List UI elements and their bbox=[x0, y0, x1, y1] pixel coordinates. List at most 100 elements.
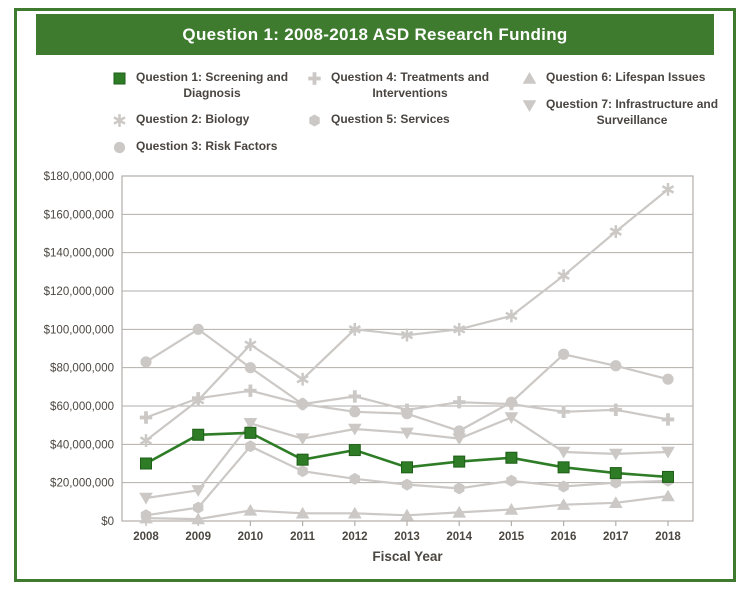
y-axis-tick-label: $60,000,000 bbox=[50, 401, 114, 413]
q4-plus-marker bbox=[139, 411, 153, 424]
x-axis-tick-label: 2015 bbox=[499, 531, 525, 543]
y-axis-tick-label: $140,000,000 bbox=[44, 248, 114, 260]
q4-plus-marker bbox=[505, 397, 518, 411]
series-q2 bbox=[139, 183, 675, 447]
x-axis-tick-label: 2018 bbox=[655, 531, 681, 543]
q4-plus-marker bbox=[296, 397, 309, 411]
q6-triangle-up-marker bbox=[556, 498, 571, 510]
q2-asterisk-marker bbox=[296, 372, 309, 386]
q5-hexagon-marker bbox=[193, 501, 204, 514]
q2-asterisk-marker bbox=[557, 269, 570, 283]
q5-hexagon-marker bbox=[610, 476, 621, 489]
q2-asterisk-marker bbox=[400, 328, 414, 342]
legend-label-q3: Question 3: Risk Factors bbox=[136, 139, 278, 154]
square-glyph bbox=[113, 72, 126, 85]
q7-triangle-down-marker bbox=[661, 446, 675, 459]
series-q4 bbox=[139, 384, 675, 426]
q1-square-marker bbox=[140, 457, 152, 470]
chart-area: $0 $20,000,000 $40,000,000 $60,000,000 $80,0… bbox=[0, 163, 750, 583]
x-axis-tick-label: 2010 bbox=[238, 531, 264, 543]
legend-item-q4: Question 4: Treatments and Interventions bbox=[307, 70, 489, 101]
q4-plus-marker bbox=[244, 384, 257, 397]
q3-circle-marker bbox=[558, 348, 570, 360]
x-axis-title: Fiscal Year bbox=[372, 549, 443, 564]
grid-lines: $0 $20,000,000 $40,000,000 $60,000,000 $80,0… bbox=[44, 171, 693, 528]
q4-plus-marker bbox=[191, 392, 205, 405]
hexagon-icon bbox=[309, 114, 320, 127]
legend-label-q4: Question 4: Treatments and Interventions bbox=[331, 70, 490, 100]
q2-asterisk-marker bbox=[139, 434, 153, 447]
q7-triangle-down-marker bbox=[400, 427, 414, 440]
q6-triangle-up-marker bbox=[609, 496, 623, 508]
q3-circle-marker bbox=[662, 373, 674, 385]
hexagon-glyph bbox=[309, 114, 320, 127]
q5-hexagon-marker bbox=[454, 482, 465, 495]
circle-glyph bbox=[113, 142, 126, 154]
q3-circle-marker bbox=[140, 356, 152, 368]
q5-hexagon-marker bbox=[401, 478, 413, 491]
y-axis-tick-label: $160,000,000 bbox=[44, 209, 114, 221]
series-q2-line bbox=[145, 188, 669, 442]
legend-label-q1: Question 1: Screening and Diagnosis bbox=[136, 70, 289, 100]
q5-hexagon-marker bbox=[245, 440, 256, 453]
legend-label-q2: Question 2: Biology bbox=[136, 112, 250, 127]
legend-item-q5: Question 5: Services bbox=[307, 112, 489, 128]
y-axis-tick-label: $40,000,000 bbox=[50, 439, 114, 451]
triangle-down-glyph bbox=[522, 100, 537, 112]
q7-triangle-down-marker bbox=[191, 485, 205, 497]
q4-plus-marker bbox=[557, 405, 570, 418]
y-axis-tick-label: $80,000,000 bbox=[50, 363, 114, 375]
q7-triangle-down-marker bbox=[452, 433, 466, 446]
circle-icon bbox=[113, 142, 126, 154]
x-axis: 2008 2009 2010 2011 2012 2013 2014 2015 2016 2017… bbox=[133, 521, 681, 564]
q3-circle-marker bbox=[610, 360, 622, 372]
q5-hexagon-marker bbox=[558, 480, 569, 493]
q6-triangle-up-marker bbox=[243, 503, 258, 516]
x-axis-tick-label: 2012 bbox=[342, 531, 368, 543]
square-icon bbox=[113, 72, 126, 85]
legend-item-q2: Question 2: Biology bbox=[112, 112, 288, 128]
y-axis-tick-label: $20,000,000 bbox=[50, 478, 114, 490]
q7-triangle-down-marker bbox=[504, 412, 519, 424]
q6-triangle-up-marker bbox=[661, 489, 675, 502]
q7-triangle-down-marker bbox=[556, 446, 571, 459]
x-axis-tick-label: 2014 bbox=[446, 531, 472, 543]
y-axis-tick-label: $0 bbox=[101, 516, 114, 528]
q5-hexagon-marker bbox=[506, 474, 517, 487]
q2-asterisk-marker bbox=[661, 183, 675, 196]
legend-item-q6: Question 6: Lifespan Issues bbox=[522, 70, 718, 86]
chart-legend: Question 1: Screening and Diagnosis Quest… bbox=[0, 70, 750, 165]
plus-glyph bbox=[308, 72, 321, 85]
legend-label-q6: Question 6: Lifespan Issues bbox=[546, 70, 706, 84]
q1-square-marker bbox=[453, 455, 466, 468]
q1-square-marker bbox=[662, 470, 674, 483]
q6-triangle-up-marker bbox=[504, 503, 519, 515]
q1-square-marker bbox=[348, 444, 361, 457]
legend-item-q1: Question 1: Screening and Diagnosis bbox=[112, 70, 288, 101]
q4-plus-marker bbox=[609, 403, 622, 417]
series-q6 bbox=[139, 489, 675, 525]
q1-square-marker bbox=[401, 461, 413, 474]
q5-hexagon-marker bbox=[349, 472, 360, 485]
q4-plus-marker bbox=[400, 403, 414, 417]
q6-triangle-up-marker bbox=[348, 506, 362, 519]
x-axis-tick-label: 2009 bbox=[185, 531, 211, 543]
legend-item-q7: Question 7: Infrastructure and Surveilla… bbox=[522, 97, 718, 128]
q1-square-marker bbox=[557, 461, 570, 474]
asterisk-icon bbox=[113, 114, 126, 128]
q6-triangle-up-marker bbox=[191, 512, 205, 525]
triangle-up-glyph bbox=[522, 72, 537, 84]
legend-label-q7: Question 7: Infrastructure and Surveilla… bbox=[546, 97, 719, 127]
q7-triangle-down-marker bbox=[139, 492, 153, 505]
q6-triangle-up-marker bbox=[400, 508, 414, 521]
q1-square-marker bbox=[505, 451, 518, 464]
q1-square-marker bbox=[244, 426, 257, 439]
q6-triangle-up-marker bbox=[139, 511, 153, 524]
triangle-up-icon bbox=[522, 72, 537, 84]
header-bar: Question 1: 2008-2018 ASD Research Fundi… bbox=[36, 14, 714, 55]
q1-square-marker bbox=[609, 467, 622, 480]
y-axis-tick-label: $100,000,000 bbox=[44, 324, 114, 336]
q7-triangle-down-marker bbox=[295, 433, 310, 446]
x-axis-tick-label: 2011 bbox=[290, 531, 316, 543]
legend-column-2: Question 4: Treatments and Interventions… bbox=[307, 70, 489, 128]
